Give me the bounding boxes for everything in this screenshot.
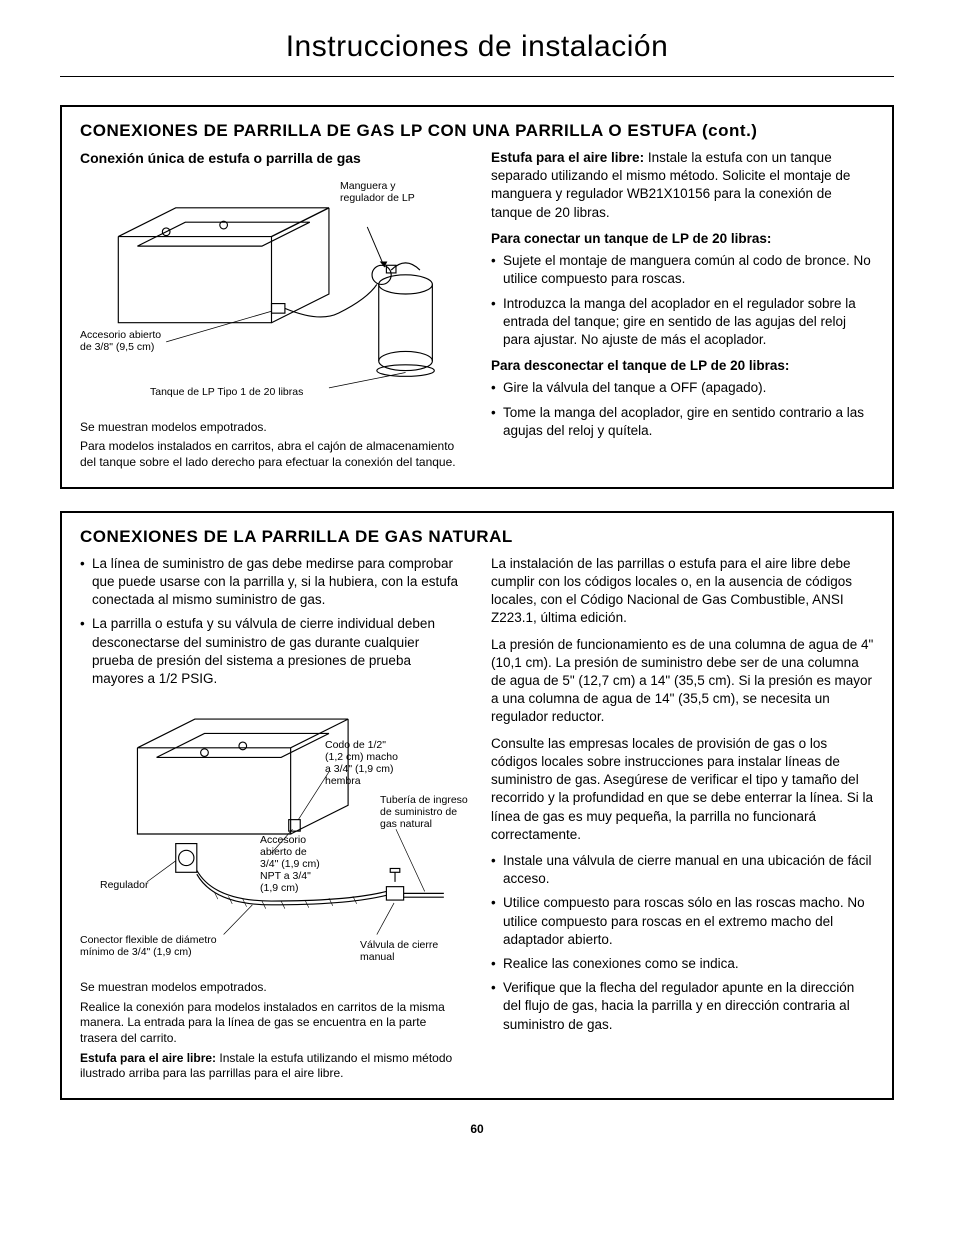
connect-head: Para conectar un tanque de LP de 20 libr… xyxy=(491,230,874,248)
section1-right-col: Estufa para el aire libre: Instale la es… xyxy=(491,149,874,471)
para2: La presión de funcionamiento es de una c… xyxy=(491,636,874,727)
lp-diagram-svg xyxy=(80,174,463,414)
list-item: Utilice compuesto para roscas sólo en la… xyxy=(491,894,874,949)
diagram-ng: Codo de 1/2"(1,2 cm) machoa 3/4" (1,9 cm… xyxy=(80,694,463,974)
ng-bullets: Instale una válvula de cierre manual en … xyxy=(491,852,874,1034)
section-ng-connections: CONEXIONES DE LA PARRILLA DE GAS NATURAL… xyxy=(60,511,894,1100)
list-item: Sujete el montaje de manguera común al c… xyxy=(491,252,874,288)
page-number: 60 xyxy=(60,1122,894,1136)
connect-list: Sujete el montaje de manguera común al c… xyxy=(491,252,874,349)
ng-caption2: Realice la conexión para modelos instala… xyxy=(80,1000,463,1047)
section2-right-col: La instalación de las parrillas o estufa… xyxy=(491,555,874,1082)
caption2: Para modelos instalados en carritos, abr… xyxy=(80,439,463,470)
label-valve: Válvula de cierremanual xyxy=(360,939,460,963)
section1-left-col: Conexión única de estufa o parrilla de g… xyxy=(80,149,463,471)
list-item: Gire la válvula del tanque a OFF (apagad… xyxy=(491,379,874,397)
ng-caption3: Estufa para el aire libre: Instale la es… xyxy=(80,1051,463,1082)
section-lp-connections: CONEXIONES DE PARRILLA DE GAS LP CON UNA… xyxy=(60,105,894,489)
label-regulator: Regulador xyxy=(100,879,160,891)
caption1: Se muestran modelos empotrados. xyxy=(80,420,463,436)
list-item: La línea de suministro de gas debe medir… xyxy=(80,555,463,610)
list-item: Realice las conexiones como se indica. xyxy=(491,955,874,973)
para3: Consulte las empresas locales de provisi… xyxy=(491,735,874,844)
para1: La instalación de las parrillas o estufa… xyxy=(491,555,874,628)
section2-left-col: La línea de suministro de gas debe medir… xyxy=(80,555,463,1082)
label-flare: Accesorio abiertode 3/8" (9,5 cm) xyxy=(80,329,200,353)
label-connector: Conector flexible de diámetromínimo de 3… xyxy=(80,934,260,958)
list-item: Tome la manga del acoplador, gire en sen… xyxy=(491,404,874,440)
ng-caption3-runin: Estufa para el aire libre: xyxy=(80,1051,216,1065)
page-title: Instrucciones de instalación xyxy=(60,30,894,77)
intro-para: Estufa para el aire libre: Instale la es… xyxy=(491,149,874,222)
section2-title: CONEXIONES DE LA PARRILLA DE GAS NATURAL xyxy=(80,527,874,547)
label-flare-ng: Accesorioabierto de3/4" (1,9 cm)NPT a 3/… xyxy=(260,834,340,894)
ng-caption1: Se muestran modelos empotrados. xyxy=(80,980,463,996)
disconnect-list: Gire la válvula del tanque a OFF (apagad… xyxy=(491,379,874,440)
label-hose: Manguera yregulador de LP xyxy=(340,180,450,204)
label-supply: Tubería de ingresode suministro degas na… xyxy=(380,794,480,830)
list-item: Verifique que la flecha del regulador ap… xyxy=(491,979,874,1034)
label-elbow: Codo de 1/2"(1,2 cm) machoa 3/4" (1,9 cm… xyxy=(325,739,425,787)
list-item: Instale una válvula de cierre manual en … xyxy=(491,852,874,888)
section1-title: CONEXIONES DE PARRILLA DE GAS LP CON UNA… xyxy=(80,121,874,141)
top-bullets: La línea de suministro de gas debe medir… xyxy=(80,555,463,689)
list-item: Introduzca la manga del acoplador en el … xyxy=(491,295,874,350)
list-item: La parrilla o estufa y su válvula de cie… xyxy=(80,615,463,688)
section1-subhead: Conexión única de estufa o parrilla de g… xyxy=(80,149,463,168)
intro-runin: Estufa para el aire libre: xyxy=(491,150,644,165)
diagram-lp: Manguera yregulador de LP Accesorio abie… xyxy=(80,174,463,414)
label-tank: Tanque de LP Tipo 1 de 20 libras xyxy=(150,386,350,398)
disconnect-head: Para desconectar el tanque de LP de 20 l… xyxy=(491,357,874,375)
